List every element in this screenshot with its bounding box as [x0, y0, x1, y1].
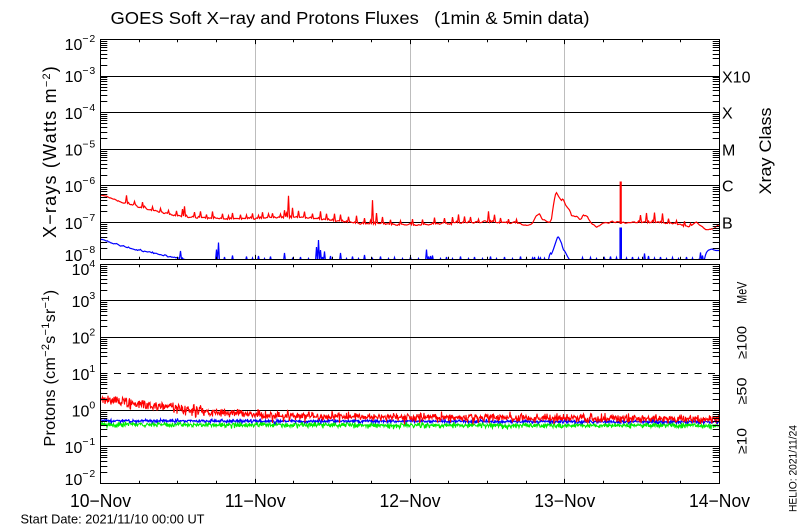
svg-text:HELIO: 2021/11/24: HELIO: 2021/11/24	[788, 425, 800, 512]
svg-text:11−Nov: 11−Nov	[225, 491, 286, 511]
svg-text:M: M	[722, 142, 735, 159]
svg-text:101: 101	[72, 363, 96, 384]
svg-text:103: 103	[72, 290, 96, 311]
svg-text:Xray Class: Xray Class	[756, 108, 775, 195]
svg-text:100: 100	[72, 400, 96, 421]
svg-text:GOES Soft X−ray and Protons Fl: GOES Soft X−ray and Protons Fluxes (1min…	[111, 8, 590, 28]
svg-text:≥50: ≥50	[735, 378, 750, 405]
svg-text:≥100: ≥100	[735, 326, 750, 359]
svg-text:MeV: MeV	[735, 282, 750, 304]
svg-text:≥10: ≥10	[735, 428, 750, 454]
svg-text:X−rays (Watts m−2): X−rays (Watts m−2)	[40, 65, 60, 238]
svg-text:X: X	[722, 105, 733, 122]
svg-text:102: 102	[72, 327, 96, 348]
svg-text:C: C	[722, 178, 734, 195]
svg-text:10−Nov: 10−Nov	[70, 491, 131, 511]
svg-text:12−Nov: 12−Nov	[380, 491, 441, 511]
svg-text:Protons (cm−2s−1sr−1): Protons (cm−2s−1sr−1)	[40, 290, 59, 447]
svg-text:X10: X10	[722, 69, 751, 86]
svg-text:104: 104	[72, 258, 96, 279]
svg-text:13−Nov: 13−Nov	[534, 491, 595, 511]
svg-text:14−Nov: 14−Nov	[689, 491, 750, 511]
svg-text:B: B	[722, 215, 733, 232]
svg-text:Start Date: 2021/11/10 00:00 U: Start Date: 2021/11/10 00:00 UT	[21, 512, 205, 527]
